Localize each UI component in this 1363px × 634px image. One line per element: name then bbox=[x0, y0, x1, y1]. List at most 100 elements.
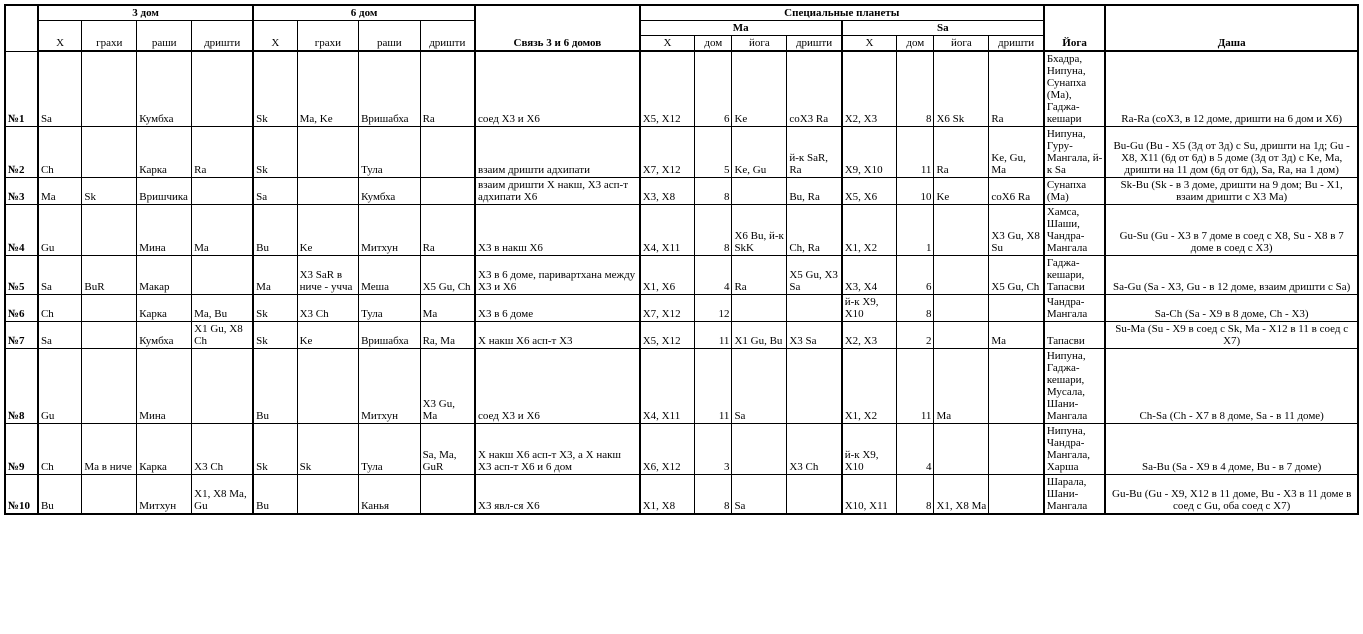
cell-sa-drishti: Х5 Gu, Ch bbox=[989, 256, 1044, 295]
cell-sa-drishti bbox=[989, 424, 1044, 475]
sub-6-grahi: грахи bbox=[297, 21, 358, 52]
cell-ma-x: Х4, Х11 bbox=[640, 349, 695, 424]
cell-sa-x: й-к Х9, Х10 bbox=[842, 424, 897, 475]
cell-yoga: Нипуна, Чандра-Мангала, Харша bbox=[1044, 424, 1105, 475]
cell-6-rashi: Тула bbox=[359, 295, 420, 322]
cell-ma-drishti bbox=[787, 475, 842, 515]
cell-link: взаим дришти адхипати bbox=[475, 127, 640, 178]
cell-dasha: Ra-Ra (соХ3, в 12 доме, дришти на 6 дом … bbox=[1105, 51, 1358, 127]
hdr-dasha: Даша bbox=[1105, 5, 1358, 51]
cell-yoga: Сунапха (Ма) bbox=[1044, 178, 1105, 205]
cell-3-rashi: Вришчика bbox=[137, 178, 192, 205]
cell-sa-dom: 4 bbox=[897, 424, 934, 475]
cell-ma-dom: 12 bbox=[695, 295, 732, 322]
astro-table: 3 дом 6 дом Связь 3 и 6 домов Специальны… bbox=[4, 4, 1359, 515]
cell-ma-dom: 6 bbox=[695, 51, 732, 127]
cell-sa-drishti bbox=[989, 475, 1044, 515]
cell-ma-drishti bbox=[787, 349, 842, 424]
cell-6-rashi: Вришабха bbox=[359, 51, 420, 127]
cell-3-drishti bbox=[192, 349, 254, 424]
cell-6-grahi bbox=[297, 127, 358, 178]
sub-ma-x: Х bbox=[640, 36, 695, 52]
cell-sa-drishti bbox=[989, 349, 1044, 424]
cell-3-drishti bbox=[192, 178, 254, 205]
cell-ma-x: Х7, Х12 bbox=[640, 127, 695, 178]
hdr-yoga: Йога bbox=[1044, 5, 1105, 51]
cell-6-drishti: Ra bbox=[420, 205, 475, 256]
sub-6-drishti: дришти bbox=[420, 21, 475, 52]
cell-sa-yoga: Х1, Х8 Ма bbox=[934, 475, 989, 515]
cell-3-drishti bbox=[192, 256, 254, 295]
cell-6-rashi: Тула bbox=[359, 424, 420, 475]
cell-3-grahi: Sk bbox=[82, 178, 137, 205]
cell-3-grahi bbox=[82, 349, 137, 424]
cell-dasha: Bu-Gu (Bu - Х5 (3д от 3д) с Su, дришти н… bbox=[1105, 127, 1358, 178]
cell-ma-yoga bbox=[732, 178, 787, 205]
cell-ma-x: Х1, Х6 bbox=[640, 256, 695, 295]
cell-yoga: Нипуна, Гаджа-кешари, Мусала, Шани-Манга… bbox=[1044, 349, 1105, 424]
cell-sa-x: Х5, Х6 bbox=[842, 178, 897, 205]
cell-ma-dom: 11 bbox=[695, 349, 732, 424]
cell-3-x: Gu bbox=[38, 205, 82, 256]
row-number: №3 bbox=[5, 178, 38, 205]
cell-ma-drishti: Х3 Ch bbox=[787, 424, 842, 475]
sub-3-grahi: грахи bbox=[82, 21, 137, 52]
table-body: №1SaКумбхаSkMa, KeВришабхаRaсоед Х3 и Х6… bbox=[5, 51, 1358, 514]
cell-ma-drishti: соХ3 Ra bbox=[787, 51, 842, 127]
cell-dasha: Sa-Gu (Sa - Х3, Gu - в 12 доме, взаим др… bbox=[1105, 256, 1358, 295]
cell-3-grahi: BuR bbox=[82, 256, 137, 295]
cell-6-rashi: Митхун bbox=[359, 349, 420, 424]
cell-3-x: Ch bbox=[38, 127, 82, 178]
sub-ma-dom: дом bbox=[695, 36, 732, 52]
cell-6-x: Sk bbox=[253, 51, 297, 127]
cell-3-grahi bbox=[82, 295, 137, 322]
cell-ma-x: Х1, Х8 bbox=[640, 475, 695, 515]
cell-ma-yoga: Ke, Gu bbox=[732, 127, 787, 178]
cell-sa-drishti bbox=[989, 295, 1044, 322]
cell-ma-drishti: Bu, Ra bbox=[787, 178, 842, 205]
cell-sa-yoga: Ma bbox=[934, 349, 989, 424]
cell-6-x: Bu bbox=[253, 475, 297, 515]
cell-ma-yoga: Sa bbox=[732, 349, 787, 424]
cell-6-x: Sk bbox=[253, 322, 297, 349]
cell-6-grahi bbox=[297, 475, 358, 515]
cell-3-x: Ma bbox=[38, 178, 82, 205]
cell-3-x: Bu bbox=[38, 475, 82, 515]
cell-3-x: Gu bbox=[38, 349, 82, 424]
cell-ma-drishti: Х3 Sa bbox=[787, 322, 842, 349]
cell-sa-yoga: Ke bbox=[934, 178, 989, 205]
cell-6-grahi: Х3 Ch bbox=[297, 295, 358, 322]
cell-sa-dom: 6 bbox=[897, 256, 934, 295]
cell-3-grahi bbox=[82, 475, 137, 515]
cell-ma-drishti: й-к SaR, Ra bbox=[787, 127, 842, 178]
cell-ma-drishti bbox=[787, 295, 842, 322]
cell-6-x: Sa bbox=[253, 178, 297, 205]
cell-ma-x: Х4, Х11 bbox=[640, 205, 695, 256]
cell-sa-yoga: Ra bbox=[934, 127, 989, 178]
cell-sa-x: Х9, Х10 bbox=[842, 127, 897, 178]
cell-6-grahi: Ke bbox=[297, 322, 358, 349]
cell-dasha: Sa-Ch (Sa - Х9 в 8 доме, Ch - Х3) bbox=[1105, 295, 1358, 322]
cell-6-rashi: Митхун bbox=[359, 205, 420, 256]
cell-sa-yoga bbox=[934, 322, 989, 349]
cell-link: Х накш Х6 асп-т Х3 bbox=[475, 322, 640, 349]
row-number: №2 bbox=[5, 127, 38, 178]
cell-3-rashi: Митхун bbox=[137, 475, 192, 515]
table-row: №9ChМа в ничеКаркаХ3 ChSkSkТулаSa, Ma, G… bbox=[5, 424, 1358, 475]
table-row: №2ChКаркаRaSkТулавзаим дришти адхипатиХ7… bbox=[5, 127, 1358, 178]
cell-link: соед Х3 и Х6 bbox=[475, 51, 640, 127]
sub-sa-dom: дом bbox=[897, 36, 934, 52]
cell-sa-dom: 8 bbox=[897, 295, 934, 322]
cell-6-rashi: Меша bbox=[359, 256, 420, 295]
cell-6-x: Sk bbox=[253, 295, 297, 322]
row-number: №9 bbox=[5, 424, 38, 475]
cell-3-x: Ch bbox=[38, 295, 82, 322]
cell-ma-dom: 8 bbox=[695, 475, 732, 515]
cell-3-x: Ch bbox=[38, 424, 82, 475]
cell-6-drishti: Sa, Ma, GuR bbox=[420, 424, 475, 475]
cell-ma-yoga: Sa bbox=[732, 475, 787, 515]
cell-ma-dom: 8 bbox=[695, 178, 732, 205]
cell-link: Х накш Х6 асп-т Х3, а Х накш Х3 асп-т Х6… bbox=[475, 424, 640, 475]
cell-yoga: Нипуна, Гуру-Мангала, й-к Sa bbox=[1044, 127, 1105, 178]
hdr-special: Специальные планеты bbox=[640, 5, 1044, 21]
